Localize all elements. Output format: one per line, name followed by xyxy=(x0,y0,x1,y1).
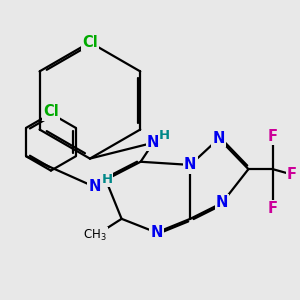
Text: H: H xyxy=(102,173,113,186)
Text: H: H xyxy=(159,130,170,142)
Text: F: F xyxy=(268,201,278,216)
Text: F: F xyxy=(268,129,278,144)
Text: N: N xyxy=(150,225,163,240)
Text: N: N xyxy=(216,196,228,211)
Text: N: N xyxy=(213,131,225,146)
Text: Cl: Cl xyxy=(82,35,98,50)
Text: N: N xyxy=(147,135,160,150)
Text: CH$_3$: CH$_3$ xyxy=(83,228,107,243)
Text: N: N xyxy=(88,179,101,194)
Text: N: N xyxy=(184,158,196,172)
Text: Cl: Cl xyxy=(43,104,59,119)
Text: F: F xyxy=(287,167,297,182)
